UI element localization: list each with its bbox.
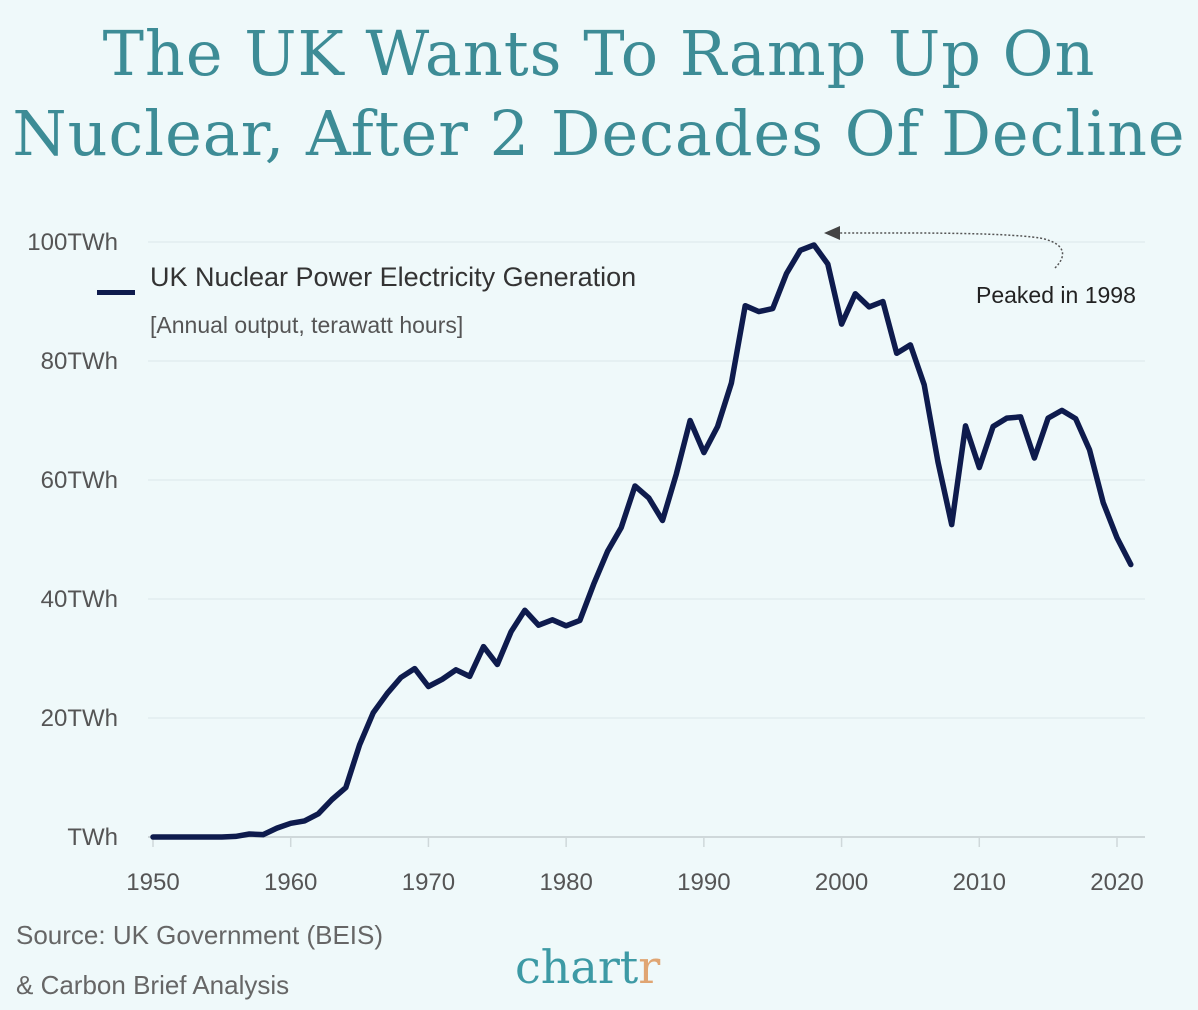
legend-subtitle: [Annual output, terawatt hours] <box>150 312 464 338</box>
y-tick-label: 80TWh <box>41 348 118 375</box>
y-tick-label: 60TWh <box>41 467 118 494</box>
source-line-2: & Carbon Brief Analysis <box>16 970 290 1000</box>
y-tick-label: 20TWh <box>41 705 118 732</box>
title-line-2: Nuclear, After 2 Decades Of Decline <box>12 97 1186 170</box>
logo-accent: r <box>638 940 661 994</box>
legend-label: UK Nuclear Power Electricity Generation <box>150 262 637 292</box>
legend-swatch <box>97 290 135 295</box>
x-tick-label: 1980 <box>539 869 592 896</box>
x-tick-label: 1990 <box>677 869 730 896</box>
x-tick-label: 2020 <box>1090 869 1143 896</box>
x-tick-label: 1950 <box>126 869 179 896</box>
x-tick-label: 1960 <box>264 869 317 896</box>
source-line-1: Source: UK Government (BEIS) <box>16 920 384 950</box>
x-tick-label: 2000 <box>815 869 868 896</box>
chartr-logo: chartr <box>515 940 660 994</box>
series-line <box>150 242 1134 840</box>
peak-annotation: Peaked in 1998 <box>976 282 1136 308</box>
y-tick-label: TWh <box>67 824 118 851</box>
y-tick-label: 40TWh <box>41 586 118 613</box>
chart-title: The UK Wants To Ramp Up On Nuclear, Afte… <box>0 14 1198 174</box>
y-tick-label: 100TWh <box>27 229 118 256</box>
logo-text: chart <box>515 940 639 994</box>
arrow-head-icon <box>824 226 840 240</box>
title-line-1: The UK Wants To Ramp Up On <box>102 17 1096 90</box>
x-tick-label: 1970 <box>402 869 455 896</box>
x-tick-label: 2010 <box>953 869 1006 896</box>
annotation-arrow <box>824 226 1064 269</box>
